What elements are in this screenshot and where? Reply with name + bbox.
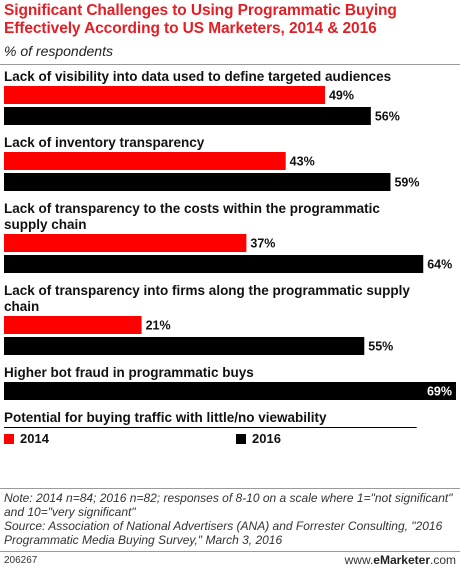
bar-2016 [4, 107, 371, 125]
bar-value-label-2016: 64% [427, 258, 452, 272]
bar-value-label-2014: 49% [329, 89, 354, 103]
chart-title: Significant Challenges to Using Programm… [4, 2, 397, 37]
note-text: Note: 2014 n=84; 2016 n=82; responses of… [4, 491, 453, 519]
notes-block: Note: 2014 n=84; 2016 n=82; responses of… [4, 491, 458, 547]
chart-subtitle: % of respondents [4, 43, 113, 59]
bar-2016 [4, 173, 391, 191]
bar-2014 [4, 152, 286, 170]
category-label: Lack of transparency into firms along th… [4, 283, 410, 298]
bar-value-label-2016: 56% [375, 110, 400, 124]
top-divider [0, 64, 460, 65]
bar-2016 [4, 382, 456, 400]
bar-2014 [4, 234, 247, 252]
bar-value-label-2014: 21% [146, 319, 171, 333]
bar-2016 [4, 337, 365, 355]
bar-value-label-2016: 55% [368, 340, 393, 354]
bar-2014 [4, 316, 142, 334]
brand-prefix: www. [344, 553, 374, 567]
legend-swatch-2016 [236, 433, 246, 444]
legend-item-2014: 2014 [4, 431, 49, 446]
brand-name: eMarketer [373, 553, 430, 567]
category-label: Lack of transparency to the costs within… [4, 201, 380, 216]
bar-2016 [4, 427, 417, 428]
category-label: Higher bot fraud in programmatic buys [4, 365, 254, 380]
bar-2016 [4, 255, 424, 273]
bar-2014 [4, 86, 325, 104]
category-label: supply chain [4, 217, 87, 232]
brand-suffix: .com [429, 553, 456, 567]
bar-chart: Lack of visibility into data used to def… [4, 69, 456, 428]
legend-label-2014: 2014 [20, 431, 49, 446]
category-label: Potential for buying traffic with little… [4, 410, 327, 425]
bar-value-label-2016: 69% [427, 385, 452, 399]
bar-value-label-2016: 59% [394, 176, 419, 190]
legend-item-2016: 2016 [236, 431, 281, 446]
legend-swatch-2014 [4, 433, 14, 444]
category-label: chain [4, 299, 39, 314]
source-text: Source: Association of National Advertis… [4, 519, 443, 547]
footer-divider [0, 551, 460, 552]
notes-divider [0, 488, 460, 489]
chart-id: 206267 [4, 555, 38, 566]
bar-value-label-2014: 43% [290, 155, 315, 169]
legend-label-2016: 2016 [252, 431, 281, 446]
brand-link[interactable]: www.eMarketer.com [345, 553, 456, 567]
category-label: Lack of visibility into data used to def… [4, 69, 391, 84]
category-label: Lack of inventory transparency [4, 135, 205, 150]
bar-value-label-2014: 37% [250, 237, 275, 251]
